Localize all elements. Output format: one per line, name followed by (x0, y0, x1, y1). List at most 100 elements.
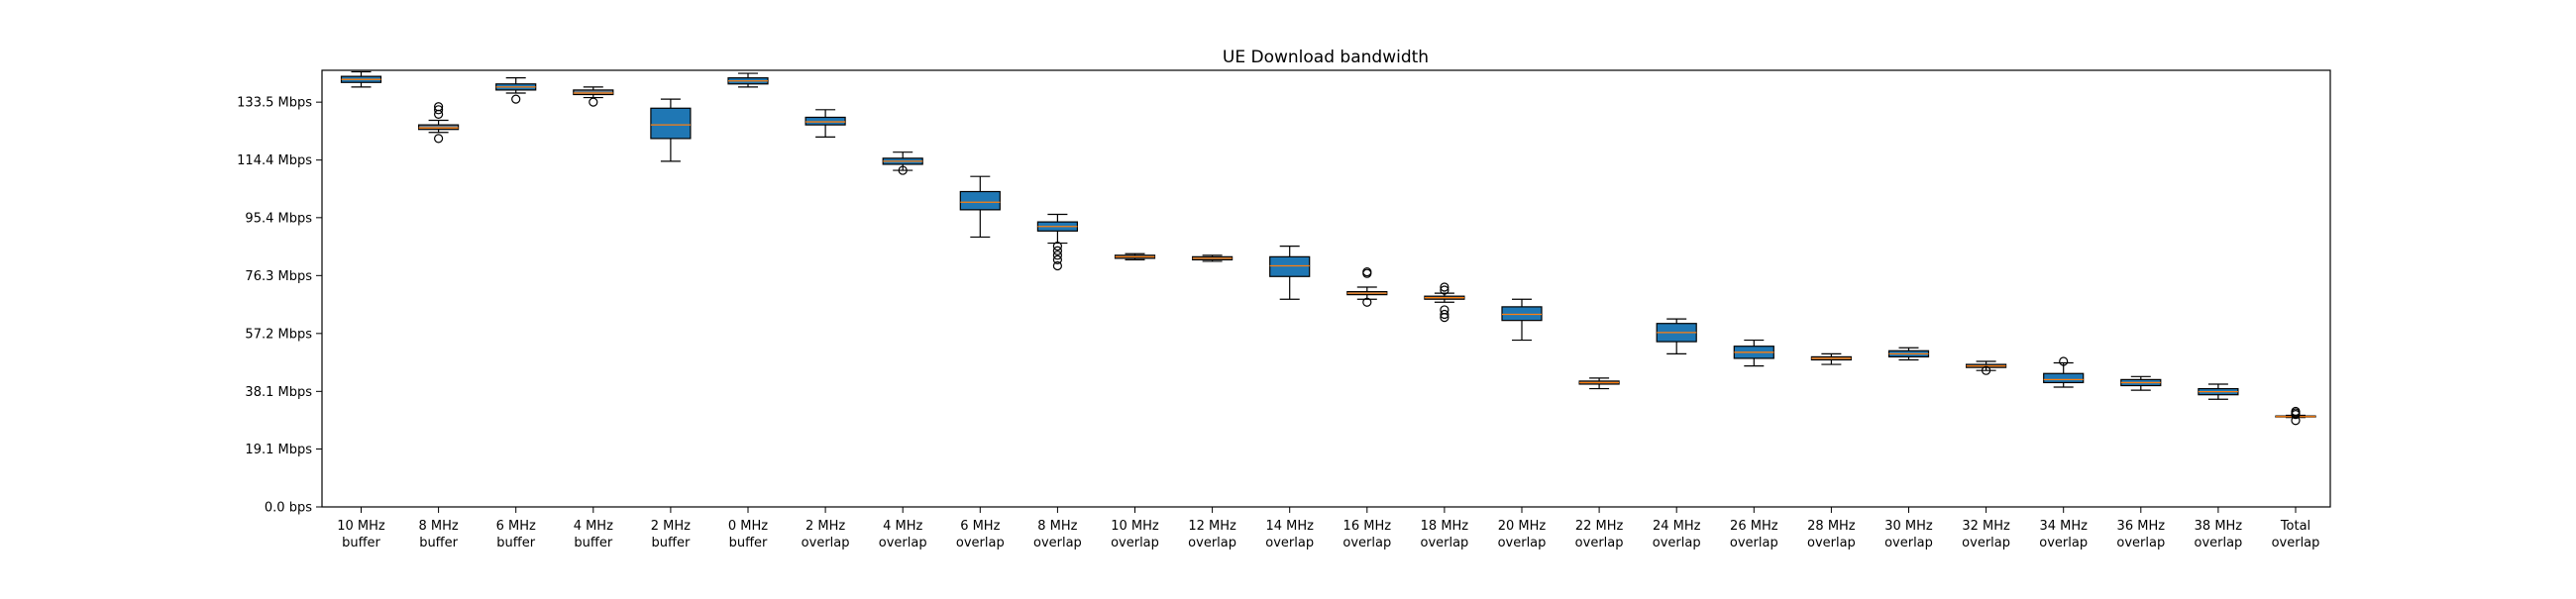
box-plot-10 (1114, 252, 1156, 261)
box-outlier (1440, 312, 1449, 323)
x-tick-label: 0 MHz (728, 519, 768, 534)
x-tick-label: overlap (1420, 536, 1468, 550)
box-iqr (650, 107, 692, 140)
box-outlier (1052, 254, 1063, 265)
x-tick-label: 28 MHz (1807, 519, 1856, 534)
x-tick-label: overlap (2194, 536, 2242, 550)
box-outlier (434, 102, 444, 112)
x-tick-label: overlap (956, 536, 1005, 550)
box-outlier (1362, 268, 1372, 278)
plot-area-frame (321, 69, 2331, 508)
y-tick-label: 57.2 Mbps (245, 327, 312, 342)
box-plot-16 (1578, 377, 1620, 390)
x-tick-label: 8 MHz (1037, 519, 1077, 534)
box-plot-14 (1424, 282, 1465, 323)
box-iqr (418, 124, 460, 131)
x-tick-label: overlap (1730, 536, 1778, 550)
x-tick-label: overlap (1033, 536, 1082, 550)
y-tick-label: 0.0 bps (265, 501, 312, 516)
box-iqr (1269, 255, 1311, 277)
box-plot-0 (340, 70, 382, 88)
box-outlier (898, 165, 908, 175)
x-tick-label: Total (2280, 519, 2310, 534)
x-tick-label: overlap (1342, 536, 1391, 550)
box-plot-2 (495, 77, 537, 104)
x-tick-label: 8 MHz (418, 519, 458, 534)
box-plot-22 (2043, 356, 2085, 388)
x-tick-label: 26 MHz (1730, 519, 1778, 534)
x-axis: 10 MHz buffer 8 MHz buffer 6 MHz buffer 4 MHz b… (337, 507, 2319, 550)
box-outlier (434, 134, 444, 144)
box-outlier (1440, 282, 1449, 292)
box-outlier (511, 94, 521, 104)
box-plot-19 (1810, 352, 1853, 365)
box-outlier (1440, 309, 1449, 320)
x-tick-label: buffer (652, 536, 691, 550)
x-tick-label: buffer (574, 536, 612, 550)
x-tick-label: overlap (1111, 536, 1159, 550)
box-plot-7 (882, 151, 923, 175)
box-plot-8 (959, 175, 1001, 239)
x-tick-label: 22 MHz (1575, 519, 1624, 534)
box-iqr (805, 116, 846, 126)
x-tick-label: overlap (2039, 536, 2088, 550)
x-tick-label: overlap (1807, 536, 1856, 550)
box-outlier (1981, 365, 1991, 375)
y-tick-label: 114.4 Mbps (237, 153, 312, 168)
box-outlier (1052, 246, 1063, 255)
x-tick-label: overlap (1962, 536, 2010, 550)
box-outlier (1052, 250, 1063, 260)
x-tick-label: 18 MHz (1421, 519, 1469, 534)
box-iqr (959, 190, 1001, 211)
box-outlier (2291, 409, 2301, 420)
y-tick-label: 76.3 Mbps (245, 269, 312, 284)
box-plot-11 (1191, 254, 1234, 262)
x-tick-label: 34 MHz (2039, 519, 2088, 534)
y-tick-label: 95.4 Mbps (245, 211, 312, 226)
x-tick-label: buffer (729, 536, 768, 550)
box-plot-20 (1887, 347, 1930, 361)
x-tick-label: 10 MHz (1111, 519, 1159, 534)
x-tick-label: overlap (879, 536, 927, 550)
box-series (340, 70, 2316, 426)
box-iqr (573, 89, 614, 96)
box-plot-18 (1733, 339, 1774, 367)
box-plot-25 (2275, 406, 2316, 426)
x-tick-label: 2 MHz (651, 519, 691, 534)
box-plot-1 (418, 102, 460, 144)
box-outlier (1052, 242, 1063, 251)
x-tick-label: buffer (419, 536, 458, 550)
x-tick-label: overlap (1265, 536, 1314, 550)
box-outlier (434, 105, 444, 115)
box-plot-6 (805, 109, 846, 138)
x-tick-label: 24 MHz (1653, 519, 1701, 534)
x-tick-label: overlap (2116, 536, 2165, 550)
box-plot-21 (1965, 360, 2007, 375)
box-outlier (2291, 416, 2301, 426)
x-tick-label: overlap (2272, 536, 2320, 550)
box-plot-15 (1501, 298, 1543, 342)
y-axis: 0.0 bps 19.1 Mbps 38.1 Mbps 57.2 Mbps 76.3 M… (237, 96, 322, 516)
box-outlier (589, 97, 598, 107)
x-tick-label: 14 MHz (1265, 519, 1314, 534)
x-tick-label: 6 MHz (496, 519, 536, 534)
x-tick-label: 4 MHz (574, 519, 613, 534)
x-tick-label: 2 MHz (805, 519, 845, 534)
box-plot-5 (727, 72, 769, 88)
x-tick-label: 38 MHz (2195, 519, 2243, 534)
chart-title: UE Download bandwidth (1223, 48, 1429, 67)
box-plot-23 (2120, 375, 2162, 391)
box-plot-13 (1346, 267, 1388, 307)
x-tick-label: 4 MHz (883, 519, 922, 534)
x-tick-label: 32 MHz (1962, 519, 2010, 534)
y-tick-label: 133.5 Mbps (237, 96, 312, 111)
box-iqr (2043, 372, 2085, 384)
box-outlier (1440, 285, 1449, 295)
x-tick-label: overlap (1498, 536, 1547, 550)
box-plot-4 (650, 98, 692, 162)
box-plot-9 (1036, 213, 1079, 271)
x-tick-label: buffer (342, 536, 380, 550)
